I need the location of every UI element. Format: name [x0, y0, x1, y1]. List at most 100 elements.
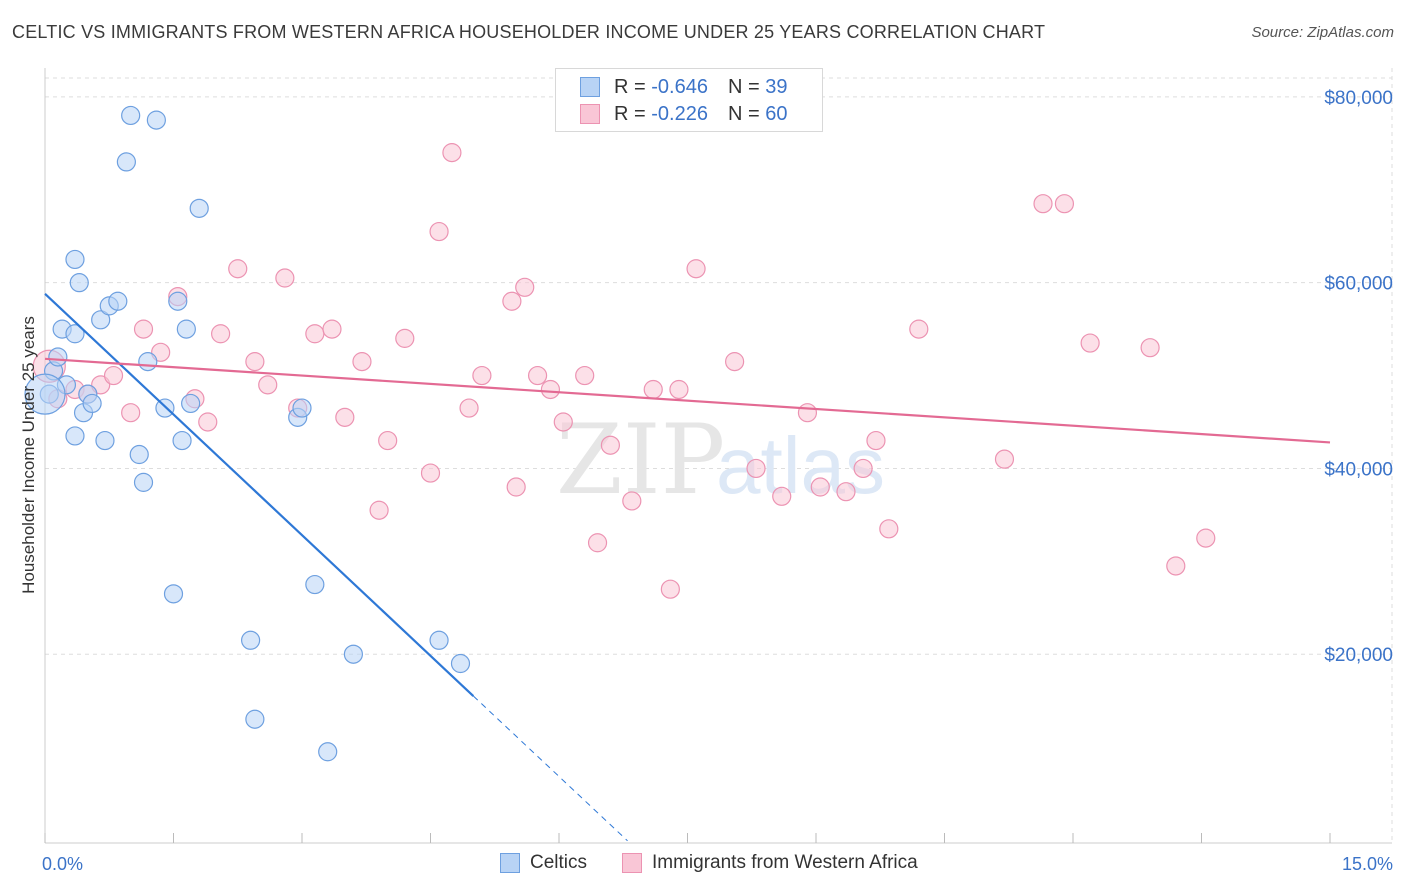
- immigrants-point: [395, 328, 415, 348]
- celtics-point: [292, 398, 312, 418]
- celtics-points: [24, 105, 471, 762]
- immigrants-point: [245, 352, 265, 372]
- celtics-point: [82, 393, 102, 414]
- immigrants-point: [228, 259, 248, 279]
- immigrants-point: [121, 403, 141, 423]
- celtics-point: [65, 426, 85, 446]
- immigrants-point: [587, 533, 608, 553]
- immigrants-point: [866, 430, 886, 451]
- immigrants-point: [772, 486, 792, 506]
- celtics-point: [429, 630, 449, 650]
- x-tick-label-min: 0.0%: [42, 854, 83, 874]
- grid: [45, 68, 1393, 843]
- celtics-point: [343, 644, 363, 664]
- legend-r-label: R =: [614, 102, 646, 125]
- immigrants-point: [909, 319, 929, 339]
- immigrants-point: [429, 221, 449, 242]
- immigrants-point: [211, 324, 231, 344]
- immigrants-point: [133, 319, 154, 339]
- celtics-point: [65, 249, 85, 270]
- immigrants-point: [335, 407, 355, 427]
- y-tick-label: $40,000: [1324, 459, 1393, 480]
- chart-title: CELTIC VS IMMIGRANTS FROM WESTERN AFRICA…: [12, 22, 1046, 42]
- celtics-point: [176, 319, 196, 339]
- celtics-point: [121, 105, 141, 126]
- celtics-point: [24, 373, 66, 415]
- legend-n-value: 39: [765, 75, 788, 98]
- immigrants-point: [369, 500, 389, 520]
- immigrants-point: [575, 365, 595, 386]
- legend-r-value: -0.226: [651, 102, 708, 125]
- immigrants-point: [1166, 556, 1186, 576]
- immigrants-point: [746, 458, 766, 479]
- immigrants-point: [879, 519, 899, 539]
- y-tick-label: $20,000: [1324, 645, 1393, 666]
- legend-r-value: -0.646: [651, 75, 708, 98]
- trend-lines: [44, 293, 1331, 842]
- immigrants-legend-swatch: [622, 853, 642, 873]
- celtics-point: [95, 430, 115, 451]
- immigrants-point: [643, 379, 663, 400]
- immigrants-point: [669, 379, 689, 400]
- immigrants-point: [198, 412, 218, 432]
- celtics-point: [69, 273, 89, 293]
- immigrants-point: [378, 430, 398, 451]
- celtics-point: [172, 430, 192, 451]
- immigrants-point: [553, 412, 573, 432]
- immigrants-point: [797, 403, 818, 423]
- celtics-point: [129, 444, 149, 465]
- legend-row-celtics: R = -0.646 N = 39: [580, 75, 787, 99]
- celtics-point: [48, 347, 68, 367]
- immigrants-point: [527, 365, 548, 386]
- celtics-point: [108, 291, 128, 311]
- immigrants-point: [622, 491, 642, 511]
- celtics-point: [181, 393, 201, 414]
- celtics-point: [241, 630, 261, 650]
- celtics-point: [163, 584, 184, 604]
- celtics-point: [133, 472, 154, 492]
- watermark: ZIP atlas: [556, 404, 885, 516]
- legend-item-immigrants: Immigrants from Western Africa: [622, 852, 918, 874]
- celtics-trend-line: [44, 293, 475, 697]
- immigrants-point: [459, 398, 479, 418]
- celtics-legend-swatch: [500, 853, 520, 873]
- immigrants-point: [305, 324, 325, 344]
- y-tick-label: $60,000: [1324, 274, 1393, 295]
- legend-row-immigrants: R = -0.226 N = 60: [580, 102, 787, 126]
- immigrants-points: [32, 143, 1216, 599]
- legend-n-value: 60: [765, 102, 788, 125]
- celtics-point: [138, 352, 158, 372]
- immigrants-point: [853, 458, 873, 479]
- immigrants-point: [352, 352, 372, 372]
- immigrants-point: [1140, 338, 1160, 358]
- immigrants-point: [686, 259, 706, 279]
- immigrants-point: [258, 375, 278, 395]
- legend-immigrants-label: Immigrants from Western Africa: [652, 852, 918, 873]
- source-credit: Source: ZipAtlas.com: [1251, 24, 1394, 41]
- celtics-point: [146, 110, 166, 130]
- celtics-point: [450, 653, 471, 674]
- immigrants-point: [836, 482, 856, 502]
- celtics-point: [318, 742, 338, 762]
- legend-n-label: N =: [727, 102, 760, 125]
- tick-labels: $20,000 $40,000 $60,000 $80,000 0.0% 15.0%: [42, 88, 1393, 874]
- immigrants-point: [502, 291, 522, 311]
- celtics-point: [91, 310, 111, 330]
- immigrants-point: [515, 277, 535, 297]
- celtics-point: [245, 709, 265, 729]
- immigrants-point: [1196, 528, 1216, 548]
- legend-n-label: N =: [727, 75, 760, 98]
- immigrants-point: [1080, 333, 1100, 353]
- immigrants-point: [151, 342, 171, 362]
- y-tick-label: $80,000: [1324, 88, 1393, 109]
- celtics-swatch: [580, 77, 600, 97]
- immigrants-point: [506, 477, 526, 497]
- celtics-point: [116, 152, 136, 172]
- immigrants-swatch: [580, 104, 600, 124]
- celtics-point: [65, 324, 85, 344]
- immigrants-point: [442, 143, 462, 163]
- immigrants-point: [725, 352, 745, 372]
- x-tick-label-max: 15.0%: [1342, 854, 1393, 874]
- immigrants-point: [810, 477, 830, 497]
- legend-r-label: R =: [614, 75, 646, 98]
